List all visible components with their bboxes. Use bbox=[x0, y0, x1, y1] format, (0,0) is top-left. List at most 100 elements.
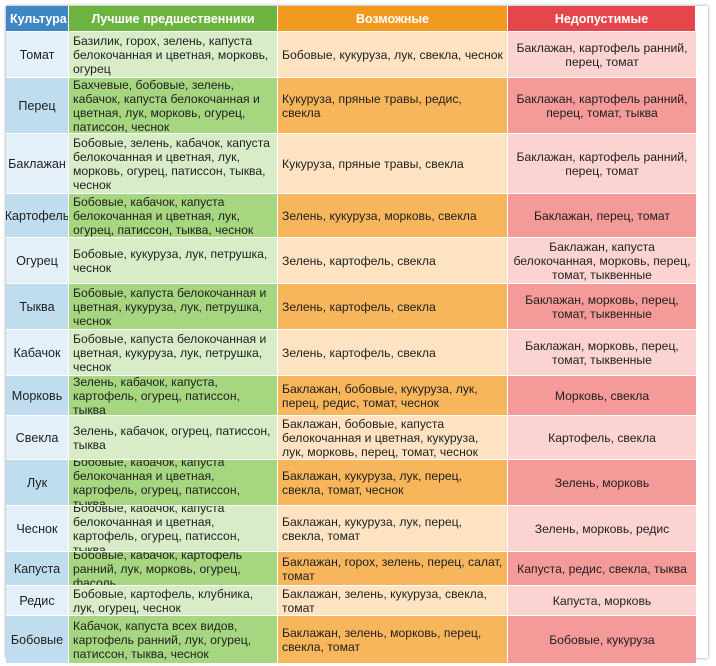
crop-rotation-table: Культура Лучшие предшественники Возможны… bbox=[6, 6, 696, 664]
crop-cell-text: Лук bbox=[26, 475, 48, 490]
forbidden-cell-text: Баклажан, морковь, перец, томат, тыквенн… bbox=[525, 292, 679, 321]
possible-cell-text: Зелень, кукуруза, морковь, свекла bbox=[282, 208, 477, 223]
forbidden-cell-text: Бобовые, кукуруза bbox=[549, 632, 655, 647]
crop-cell: Томат bbox=[6, 32, 69, 78]
possible-cell-text: Кукуруза, пряные травы, редис, свекла bbox=[282, 91, 462, 120]
best-cell-text: Бобовые, капуста белокочанная и цветная,… bbox=[73, 331, 267, 374]
forbidden-cell-text: Зелень, морковь, редис bbox=[534, 521, 670, 536]
crop-cell-text: Капуста bbox=[13, 561, 61, 576]
possible-cell: Кукуруза, пряные травы, свекла bbox=[278, 134, 508, 194]
best-cell: Бобовые, кабачок, капуста белокочанная и… bbox=[69, 506, 278, 552]
possible-cell-text: Баклажан, зелень, морковь, перец, свекла… bbox=[282, 625, 482, 654]
crop-cell: Бобовые bbox=[6, 616, 69, 664]
possible-cell-text: Баклажан, зелень, кукуруза, свекла, тома… bbox=[282, 586, 487, 615]
forbidden-cell: Зелень, морковь bbox=[508, 460, 696, 506]
forbidden-cell-text: Капуста, редис, свекла, тыква bbox=[517, 561, 687, 576]
crop-cell-text: Бобовые bbox=[10, 632, 64, 647]
possible-cell: Баклажан, горох, зелень, перец, салат, т… bbox=[278, 552, 508, 586]
possible-cell: Кукуруза, пряные травы, редис, свекла bbox=[278, 78, 508, 134]
forbidden-cell-text: Капуста, морковь bbox=[552, 593, 652, 608]
possible-cell-text: Зелень, картофель, свекла bbox=[282, 253, 436, 268]
forbidden-cell-text: Картофель, свекла bbox=[548, 430, 656, 445]
header-forbidden: Недопустимые bbox=[508, 6, 696, 32]
crop-cell-text: Морковь bbox=[11, 388, 63, 403]
possible-cell-text: Зелень, картофель, свекла bbox=[282, 345, 436, 360]
possible-cell: Зелень, картофель, свекла bbox=[278, 330, 508, 376]
best-cell: Бобовые, кабачок, картофель ранний, лук,… bbox=[69, 552, 278, 586]
possible-cell-text: Бобовые, кукуруза, лук, свекла, чеснок bbox=[282, 47, 503, 62]
possible-cell-text: Баклажан, горох, зелень, перец, салат, т… bbox=[282, 554, 503, 583]
crop-cell: Чеснок bbox=[6, 506, 69, 552]
best-cell: Бобовые, капуста белокочанная и цветная,… bbox=[69, 284, 278, 330]
crop-cell-text: Баклажан bbox=[8, 156, 66, 171]
crop-cell: Свекла bbox=[6, 416, 69, 460]
possible-cell: Зелень, картофель, свекла bbox=[278, 238, 508, 284]
forbidden-cell: Капуста, морковь bbox=[508, 586, 696, 616]
crop-cell: Перец bbox=[6, 78, 69, 134]
best-cell-text: Бахчевые, бобовые, зелень, кабачок, капу… bbox=[73, 78, 260, 134]
forbidden-cell: Баклажан, картофель ранний, перец, томат bbox=[508, 134, 696, 194]
forbidden-cell: Баклажан, морковь, перец, томат, тыквенн… bbox=[508, 284, 696, 330]
best-cell-text: Бобовые, зелень, кабачок, капуста белоко… bbox=[73, 135, 270, 192]
header-best: Лучшие предшественники bbox=[69, 6, 278, 32]
possible-cell: Бобовые, кукуруза, лук, свекла, чеснок bbox=[278, 32, 508, 78]
crop-cell-text: Огурец bbox=[16, 253, 58, 268]
forbidden-cell-text: Баклажан, морковь, перец, томат, тыквенн… bbox=[525, 338, 679, 367]
possible-cell: Баклажан, зелень, кукуруза, свекла, тома… bbox=[278, 586, 508, 616]
possible-cell: Зелень, картофель, свекла bbox=[278, 284, 508, 330]
crop-cell: Картофель bbox=[6, 194, 69, 238]
crop-cell: Капуста bbox=[6, 552, 69, 586]
crop-cell: Тыква bbox=[6, 284, 69, 330]
best-cell: Бобовые, кукуруза, лук, петрушка, чеснок bbox=[69, 238, 278, 284]
best-cell: Кабачок, капуста всех видов, картофель р… bbox=[69, 616, 278, 664]
possible-cell-text: Баклажан, кукуруза, лук, перец, свекла, … bbox=[282, 514, 463, 543]
best-cell: Бобовые, кабачок, капуста белокочанная и… bbox=[69, 460, 278, 506]
crop-cell: Лук bbox=[6, 460, 69, 506]
forbidden-cell-text: Баклажан, перец, томат bbox=[534, 208, 670, 223]
best-cell-text: Зелень, кабачок, огурец, патиссон, тыква bbox=[73, 423, 271, 452]
best-cell-text: Бобовые, кабачок, капуста белокочанная и… bbox=[73, 460, 240, 506]
best-cell-text: Базилик, горох, зелень, капуста белокоча… bbox=[73, 33, 269, 76]
crop-cell: Редис bbox=[6, 586, 69, 616]
crop-cell-text: Картофель bbox=[6, 208, 69, 223]
possible-cell-text: Баклажан, бобовые, кукуруза, лук, перец,… bbox=[282, 381, 478, 410]
header-crop: Культура bbox=[6, 6, 69, 32]
crop-cell-text: Свекла bbox=[15, 430, 59, 445]
forbidden-cell: Картофель, свекла bbox=[508, 416, 696, 460]
best-cell-text: Бобовые, кабачок, капуста белокочанная и… bbox=[73, 194, 254, 237]
forbidden-cell-text: Баклажан, картофель ранний, перец, томат bbox=[516, 149, 688, 178]
crop-cell-text: Томат bbox=[19, 47, 55, 62]
crop-cell: Огурец bbox=[6, 238, 69, 284]
forbidden-cell-text: Баклажан, капуста белокочанная, морковь,… bbox=[513, 239, 691, 282]
best-cell-text: Бобовые, капуста белокочанная и цветная,… bbox=[73, 285, 267, 328]
possible-cell-text: Баклажан, кукуруза, лук, перец, свекла, … bbox=[282, 468, 463, 497]
best-cell: Бобовые, картофель, клубника, лук, огуре… bbox=[69, 586, 278, 616]
forbidden-cell: Капуста, редис, свекла, тыква bbox=[508, 552, 696, 586]
forbidden-cell: Баклажан, картофель ранний, перец, томат… bbox=[508, 78, 696, 134]
forbidden-cell-text: Морковь, свекла bbox=[554, 388, 650, 403]
crop-cell-text: Редис bbox=[19, 593, 55, 608]
possible-cell-text: Зелень, картофель, свекла bbox=[282, 299, 436, 314]
crop-cell-text: Чеснок bbox=[16, 521, 58, 536]
possible-cell: Баклажан, бобовые, капуста белокочанная … bbox=[278, 416, 508, 460]
possible-cell: Баклажан, кукуруза, лук, перец, свекла, … bbox=[278, 460, 508, 506]
best-cell-text: Бобовые, кабачок, картофель ранний, лук,… bbox=[73, 552, 243, 586]
crop-cell: Морковь bbox=[6, 376, 69, 416]
possible-cell-text: Кукуруза, пряные травы, свекла bbox=[282, 156, 464, 171]
possible-cell: Баклажан, кукуруза, лук, перец, свекла, … bbox=[278, 506, 508, 552]
crop-cell: Баклажан bbox=[6, 134, 69, 194]
best-cell: Базилик, горох, зелень, капуста белокоча… bbox=[69, 32, 278, 78]
forbidden-cell: Баклажан, морковь, перец, томат, тыквенн… bbox=[508, 330, 696, 376]
forbidden-cell: Бобовые, кукуруза bbox=[508, 616, 696, 664]
possible-cell: Баклажан, бобовые, кукуруза, лук, перец,… bbox=[278, 376, 508, 416]
forbidden-cell-text: Баклажан, картофель ранний, перец, томат… bbox=[516, 91, 688, 120]
best-cell-text: Зелень, кабачок, капуста, картофель, огу… bbox=[73, 376, 240, 416]
forbidden-cell-text: Баклажан, картофель ранний, перец, томат bbox=[516, 40, 688, 69]
forbidden-cell-text: Зелень, морковь bbox=[554, 475, 650, 490]
crop-cell-text: Кабачок bbox=[13, 345, 61, 360]
forbidden-cell: Морковь, свекла bbox=[508, 376, 696, 416]
best-cell-text: Бобовые, кукуруза, лук, петрушка, чеснок bbox=[73, 246, 268, 275]
best-cell: Бобовые, капуста белокочанная и цветная,… bbox=[69, 330, 278, 376]
crop-cell: Кабачок bbox=[6, 330, 69, 376]
crop-cell-text: Перец bbox=[18, 98, 56, 113]
